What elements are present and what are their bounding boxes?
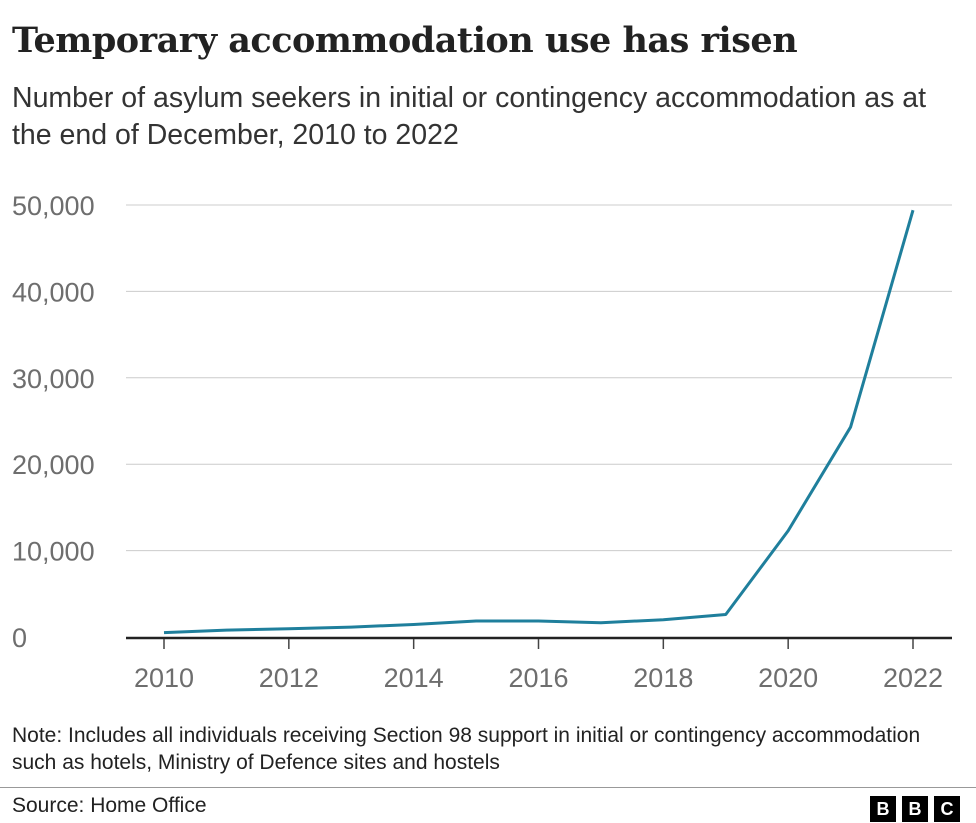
line-chart: 0 10,000 20,000 30,000 40,000 50,000 2010 2012 2…: [12, 191, 952, 693]
y-tick-label: 50,000: [12, 191, 95, 221]
chart-subtitle: Number of asylum seekers in initial or c…: [12, 82, 927, 151]
x-tick-label: 2016: [508, 663, 568, 693]
chart-note: Note: Includes all individuals receiving…: [12, 724, 921, 774]
x-tick-label: 2020: [758, 663, 818, 693]
divider: [0, 787, 976, 788]
x-tick-label: 2012: [259, 663, 319, 693]
y-tick-label: 40,000: [12, 277, 95, 307]
chart-source: Source: Home Office: [12, 794, 207, 817]
x-tick-label: 2014: [384, 663, 444, 693]
y-tick-label: 20,000: [12, 450, 95, 480]
y-tick-label: 10,000: [12, 537, 95, 567]
y-tick-label: 0: [12, 623, 27, 653]
x-tick-label: 2022: [883, 663, 943, 693]
x-tick-label: 2018: [633, 663, 693, 693]
chart-title: Temporary accommodation use has risen: [12, 20, 798, 61]
x-tick-label: 2010: [134, 663, 194, 693]
y-tick-label: 30,000: [12, 364, 95, 394]
data-line: [163, 209, 915, 635]
